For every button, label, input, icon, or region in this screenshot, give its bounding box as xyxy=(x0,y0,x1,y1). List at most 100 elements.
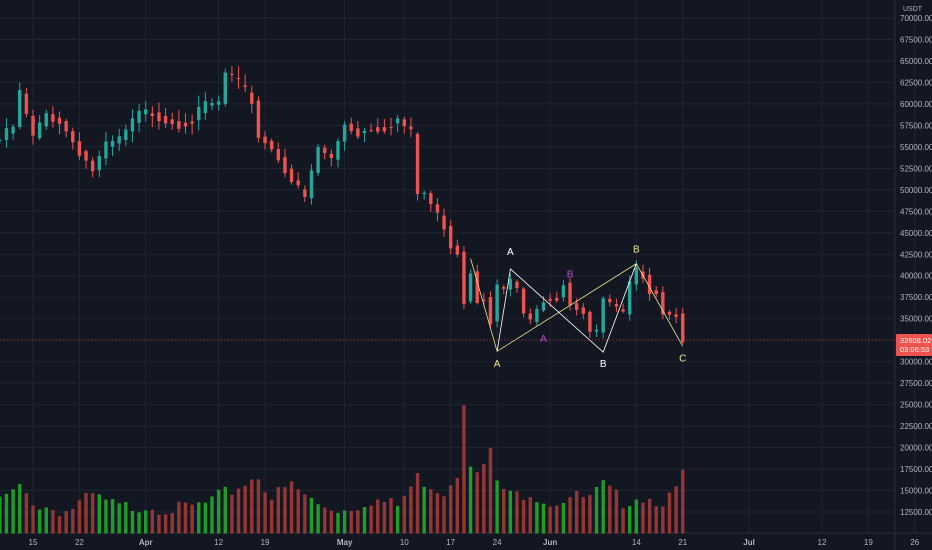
y-tick-label: 70000.00 xyxy=(900,14,932,23)
volume-bar xyxy=(415,473,420,534)
volume-bar xyxy=(296,489,300,534)
candle-body xyxy=(369,130,373,132)
candle-body xyxy=(647,274,652,295)
volume-bar xyxy=(303,494,307,534)
volume-bar xyxy=(130,510,135,534)
volume-bar xyxy=(462,405,466,534)
x-tick-label: 19 xyxy=(261,538,270,547)
volume-bar xyxy=(389,497,393,534)
volume-bar xyxy=(521,500,526,534)
price-axis[interactable]: USDT 70000.00 67500.00 65000.00 62500.00 600… xyxy=(900,6,932,517)
y-tick-label: 50000.00 xyxy=(900,186,932,195)
candle-body xyxy=(150,113,155,117)
current-price-value: 32608.02 xyxy=(900,336,931,345)
candle-body xyxy=(84,151,88,161)
candle-body xyxy=(342,124,347,142)
volume-bar xyxy=(236,488,241,534)
x-tick-label: 22 xyxy=(75,538,84,547)
volume-bar xyxy=(654,506,658,534)
volume-bar xyxy=(316,504,320,534)
candle-body xyxy=(197,106,201,121)
volume-bar xyxy=(137,512,141,534)
candle-body xyxy=(77,141,82,156)
wave-label-b: B xyxy=(567,269,574,280)
y-tick-label: 22500.00 xyxy=(900,422,932,431)
candle-body xyxy=(356,128,360,137)
x-tick-label: 24 xyxy=(493,538,502,547)
volume-bar xyxy=(104,499,108,534)
volume-bar xyxy=(223,486,227,534)
wave-label-b: B xyxy=(633,245,640,256)
candle-body xyxy=(422,192,426,195)
candle-body xyxy=(475,271,479,303)
candle-body xyxy=(210,103,214,106)
candle-body xyxy=(362,130,367,134)
volume-bar xyxy=(64,511,68,534)
candle-body xyxy=(601,298,605,333)
volume-bar xyxy=(475,472,479,534)
volume-bar xyxy=(110,499,115,534)
volume-bar xyxy=(422,486,426,534)
volume-bar xyxy=(667,492,672,534)
volume-bar xyxy=(442,496,446,534)
x-tick-label: Jul xyxy=(743,538,755,547)
candle-body xyxy=(296,180,300,186)
candle-body xyxy=(51,114,55,122)
volume-bar xyxy=(601,480,605,534)
volume-bar xyxy=(535,502,539,534)
current-price-tag: 32608.02 03:06:53 xyxy=(896,334,932,356)
candle-body xyxy=(71,131,75,143)
volume-bar xyxy=(11,489,15,534)
volume-bar xyxy=(309,497,314,534)
candle-body xyxy=(124,129,128,140)
y-tick-label: 17500.00 xyxy=(900,465,932,474)
volume-bar xyxy=(674,486,678,534)
candle-body xyxy=(654,290,658,295)
candle-body xyxy=(256,100,261,138)
volume-bar xyxy=(329,510,334,534)
volume-bar xyxy=(24,493,29,534)
candle-body xyxy=(183,122,188,127)
volume-bar xyxy=(362,507,367,534)
y-tick-label: 15000.00 xyxy=(900,487,932,496)
volume-bar xyxy=(117,503,121,534)
volume-bar xyxy=(197,502,201,534)
candle-layer xyxy=(0,66,685,345)
x-tick-label: 14 xyxy=(632,538,641,547)
candle-body xyxy=(502,286,506,289)
candle-body xyxy=(144,109,148,115)
candle-body xyxy=(555,298,559,301)
x-tick-label: 10 xyxy=(400,538,409,547)
candle-body xyxy=(18,90,22,128)
volume-bar xyxy=(51,509,55,534)
candle-body xyxy=(177,121,181,129)
wave-label-a: A xyxy=(507,247,514,258)
volume-bar xyxy=(402,495,406,534)
candle-body xyxy=(674,314,678,317)
y-tick-label: 42500.00 xyxy=(900,250,932,259)
candle-body xyxy=(309,170,314,199)
candle-body xyxy=(104,141,108,159)
volume-bar xyxy=(568,497,572,534)
volume-bar xyxy=(124,501,128,534)
candle-body xyxy=(37,122,42,139)
volume-bar xyxy=(628,505,632,534)
x-tick-label: 21 xyxy=(678,538,687,547)
y-tick-label: 60000.00 xyxy=(900,100,932,109)
y-tick-label: 52500.00 xyxy=(900,164,932,173)
candle-body xyxy=(535,308,539,323)
volume-bar xyxy=(561,502,566,534)
volume-bar xyxy=(548,506,552,534)
price-countdown: 03:06:53 xyxy=(900,345,929,354)
x-tick-label: 19 xyxy=(864,538,873,547)
volume-bar xyxy=(508,490,513,534)
candle-body xyxy=(621,309,625,312)
time-axis[interactable]: 15 22 Apr 12 19 May 10 17 24 Jun 14 21 Jul 12 19 26 xyxy=(29,538,920,547)
volume-bar xyxy=(31,505,35,534)
volume-bar xyxy=(495,480,499,534)
volume-bar xyxy=(243,485,247,534)
y-tick-label: 27500.00 xyxy=(900,379,932,388)
